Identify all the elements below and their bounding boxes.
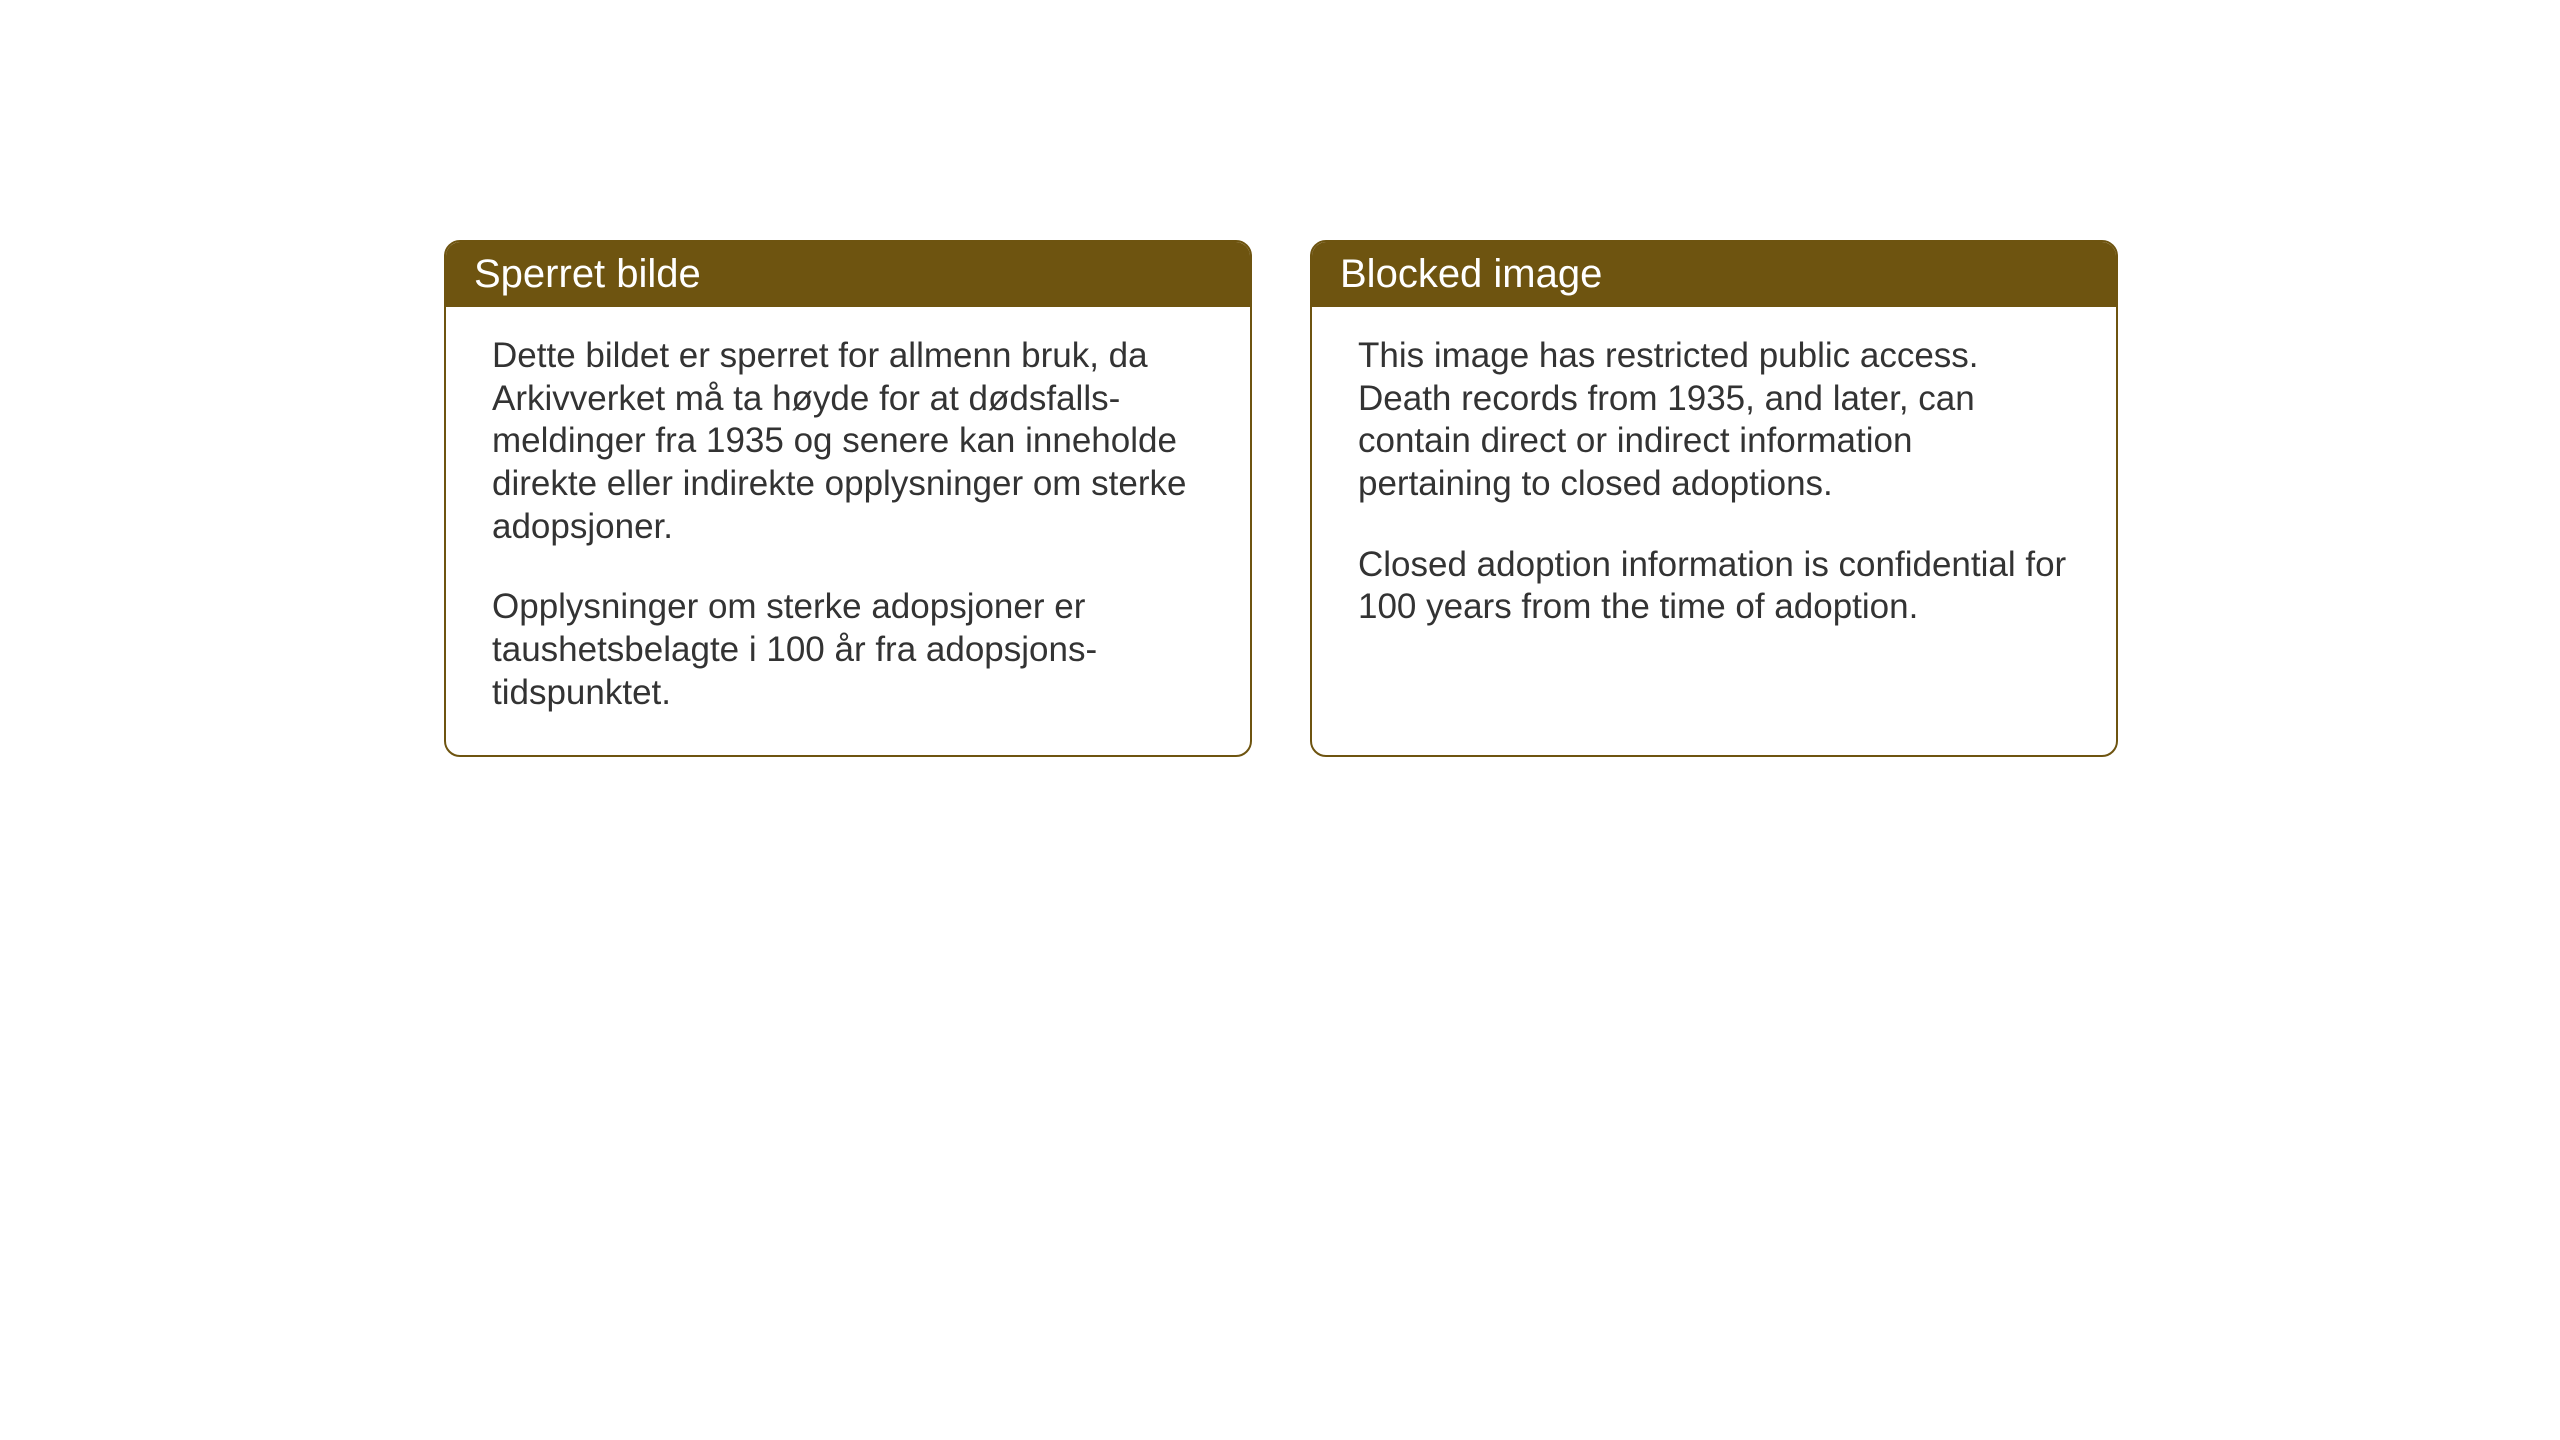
norwegian-paragraph-1: Dette bildet er sperret for allmenn bruk… [492, 335, 1204, 548]
notice-cards-container: Sperret bilde Dette bildet er sperret fo… [444, 240, 2118, 757]
norwegian-card-title: Sperret bilde [474, 252, 701, 296]
english-card-title: Blocked image [1340, 252, 1602, 296]
norwegian-card-body: Dette bildet er sperret for allmenn bruk… [446, 307, 1250, 755]
norwegian-notice-card: Sperret bilde Dette bildet er sperret fo… [444, 240, 1252, 757]
english-paragraph-2: Closed adoption information is confident… [1358, 544, 2070, 629]
english-notice-card: Blocked image This image has restricted … [1310, 240, 2118, 757]
english-card-body: This image has restricted public access.… [1312, 307, 2116, 669]
english-card-header: Blocked image [1312, 242, 2116, 307]
norwegian-card-header: Sperret bilde [446, 242, 1250, 307]
norwegian-paragraph-2: Opplysninger om sterke adopsjoner er tau… [492, 586, 1204, 714]
english-paragraph-1: This image has restricted public access.… [1358, 335, 2070, 506]
